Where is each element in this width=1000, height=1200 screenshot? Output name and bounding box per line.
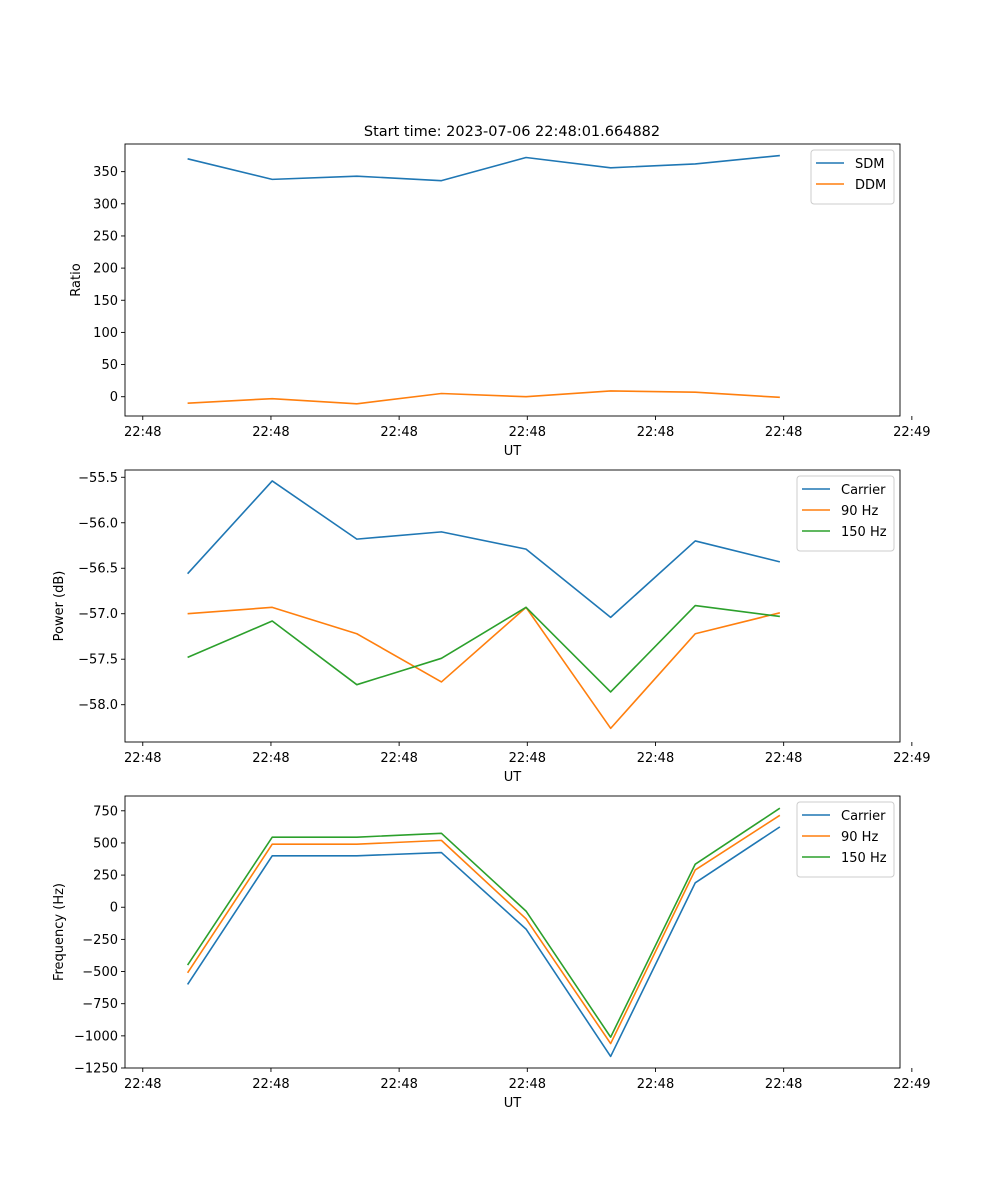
x-tick-label: 22:48 (380, 751, 417, 766)
y-tick-label: 150 (93, 294, 118, 309)
axes-frame (124, 795, 901, 1069)
axes-frame (124, 469, 901, 743)
series-line-150-hz (187, 604, 780, 693)
legend-label: 90 Hz (841, 504, 878, 519)
y-tick-label: 200 (93, 262, 118, 277)
x-tick-label: 22:48 (765, 1077, 802, 1092)
legend: SDM DDM (810, 149, 895, 205)
legend-label: Carrier (841, 483, 886, 498)
y-tick-label: 750 (93, 804, 118, 819)
series-line-150-hz (186, 807, 781, 1038)
legend-label: SDM (855, 157, 884, 172)
y-tick-label: −57.0 (78, 607, 118, 622)
x-tick-label: 22:49 (893, 751, 930, 766)
legend-label: 150 Hz (841, 851, 887, 866)
y-axis-label: Power (dB) (52, 571, 67, 642)
x-tick-label: 22:48 (124, 425, 161, 440)
x-tick-label: 22:48 (637, 751, 674, 766)
x-tick-label: 22:48 (252, 425, 289, 440)
series-line-ddm (187, 390, 780, 405)
y-tick-label: 250 (93, 229, 118, 244)
x-tick-label: 22:48 (637, 425, 674, 440)
y-tick-label: −58.0 (78, 698, 118, 713)
series-line-90-hz (187, 606, 781, 730)
y-tick-label: −1000 (74, 1029, 118, 1044)
y-tick-label: 50 (101, 358, 118, 373)
legend-box (796, 801, 895, 878)
y-tick-label: −750 (82, 997, 118, 1012)
x-tick-label: 22:49 (893, 425, 930, 440)
x-tick-label: 22:48 (765, 425, 802, 440)
y-tick-label: 100 (93, 326, 118, 341)
chart-panel-3: 22:48 22:48 22:48 22:48 22:48 22:48 22:49 −1250… (52, 795, 931, 1111)
x-tick-label: 22:48 (380, 1077, 417, 1092)
x-axis-label: UT (504, 770, 522, 785)
x-tick-label: 22:48 (252, 751, 289, 766)
legend: Carrier 90 Hz 150 Hz (796, 475, 895, 552)
x-axis-label: UT (504, 1096, 522, 1111)
series-line-90-hz (186, 814, 781, 1045)
series-line-sdm (187, 154, 780, 182)
x-axis-label: UT (504, 444, 522, 459)
y-axis-label: Ratio (69, 263, 84, 296)
x-tick-label: 22:48 (509, 751, 546, 766)
x-tick-label: 22:48 (380, 425, 417, 440)
series-line-carrier (186, 826, 781, 1058)
y-tick-label: −56.5 (78, 562, 118, 577)
y-tick-label: −1250 (74, 1062, 118, 1077)
chart-title: Start time: 2023-07-06 22:48:01.664882 (364, 124, 660, 140)
y-axis-label: Frequency (Hz) (52, 883, 67, 981)
x-tick-label: 22:48 (765, 751, 802, 766)
legend-label: 150 Hz (841, 525, 887, 540)
y-tick-label: −57.5 (78, 653, 118, 668)
y-tick-label: −55.5 (78, 471, 118, 486)
x-tick-label: 22:48 (637, 1077, 674, 1092)
x-tick-label: 22:49 (893, 1077, 930, 1092)
legend-box (796, 475, 895, 552)
y-tick-label: −56.0 (78, 516, 118, 531)
series-line-carrier (187, 480, 781, 619)
y-tick-label: 0 (110, 390, 118, 405)
x-tick-label: 22:48 (124, 1077, 161, 1092)
legend-label: Carrier (841, 809, 886, 824)
legend-label: 90 Hz (841, 830, 878, 845)
y-tick-label: −500 (82, 965, 118, 980)
y-tick-label: −250 (82, 933, 118, 948)
axes-frame (124, 143, 901, 417)
x-tick-label: 22:48 (252, 1077, 289, 1092)
y-tick-label: 300 (93, 197, 118, 212)
y-tick-label: 350 (93, 165, 118, 180)
y-tick-label: 500 (93, 836, 118, 851)
x-tick-label: 22:48 (124, 751, 161, 766)
x-tick-label: 22:48 (509, 1077, 546, 1092)
chart-panel-1: 22:48 22:48 22:48 22:48 22:48 22:48 22:49 0 50 10… (69, 143, 931, 459)
legend: Carrier 90 Hz 150 Hz (796, 801, 895, 878)
legend-label: DDM (855, 178, 886, 193)
chart-panel-2: 22:48 22:48 22:48 22:48 22:48 22:48 22:49 −58.0… (52, 469, 931, 785)
y-tick-label: 0 (110, 901, 118, 916)
y-tick-label: 250 (93, 869, 118, 884)
x-tick-label: 22:48 (509, 425, 546, 440)
